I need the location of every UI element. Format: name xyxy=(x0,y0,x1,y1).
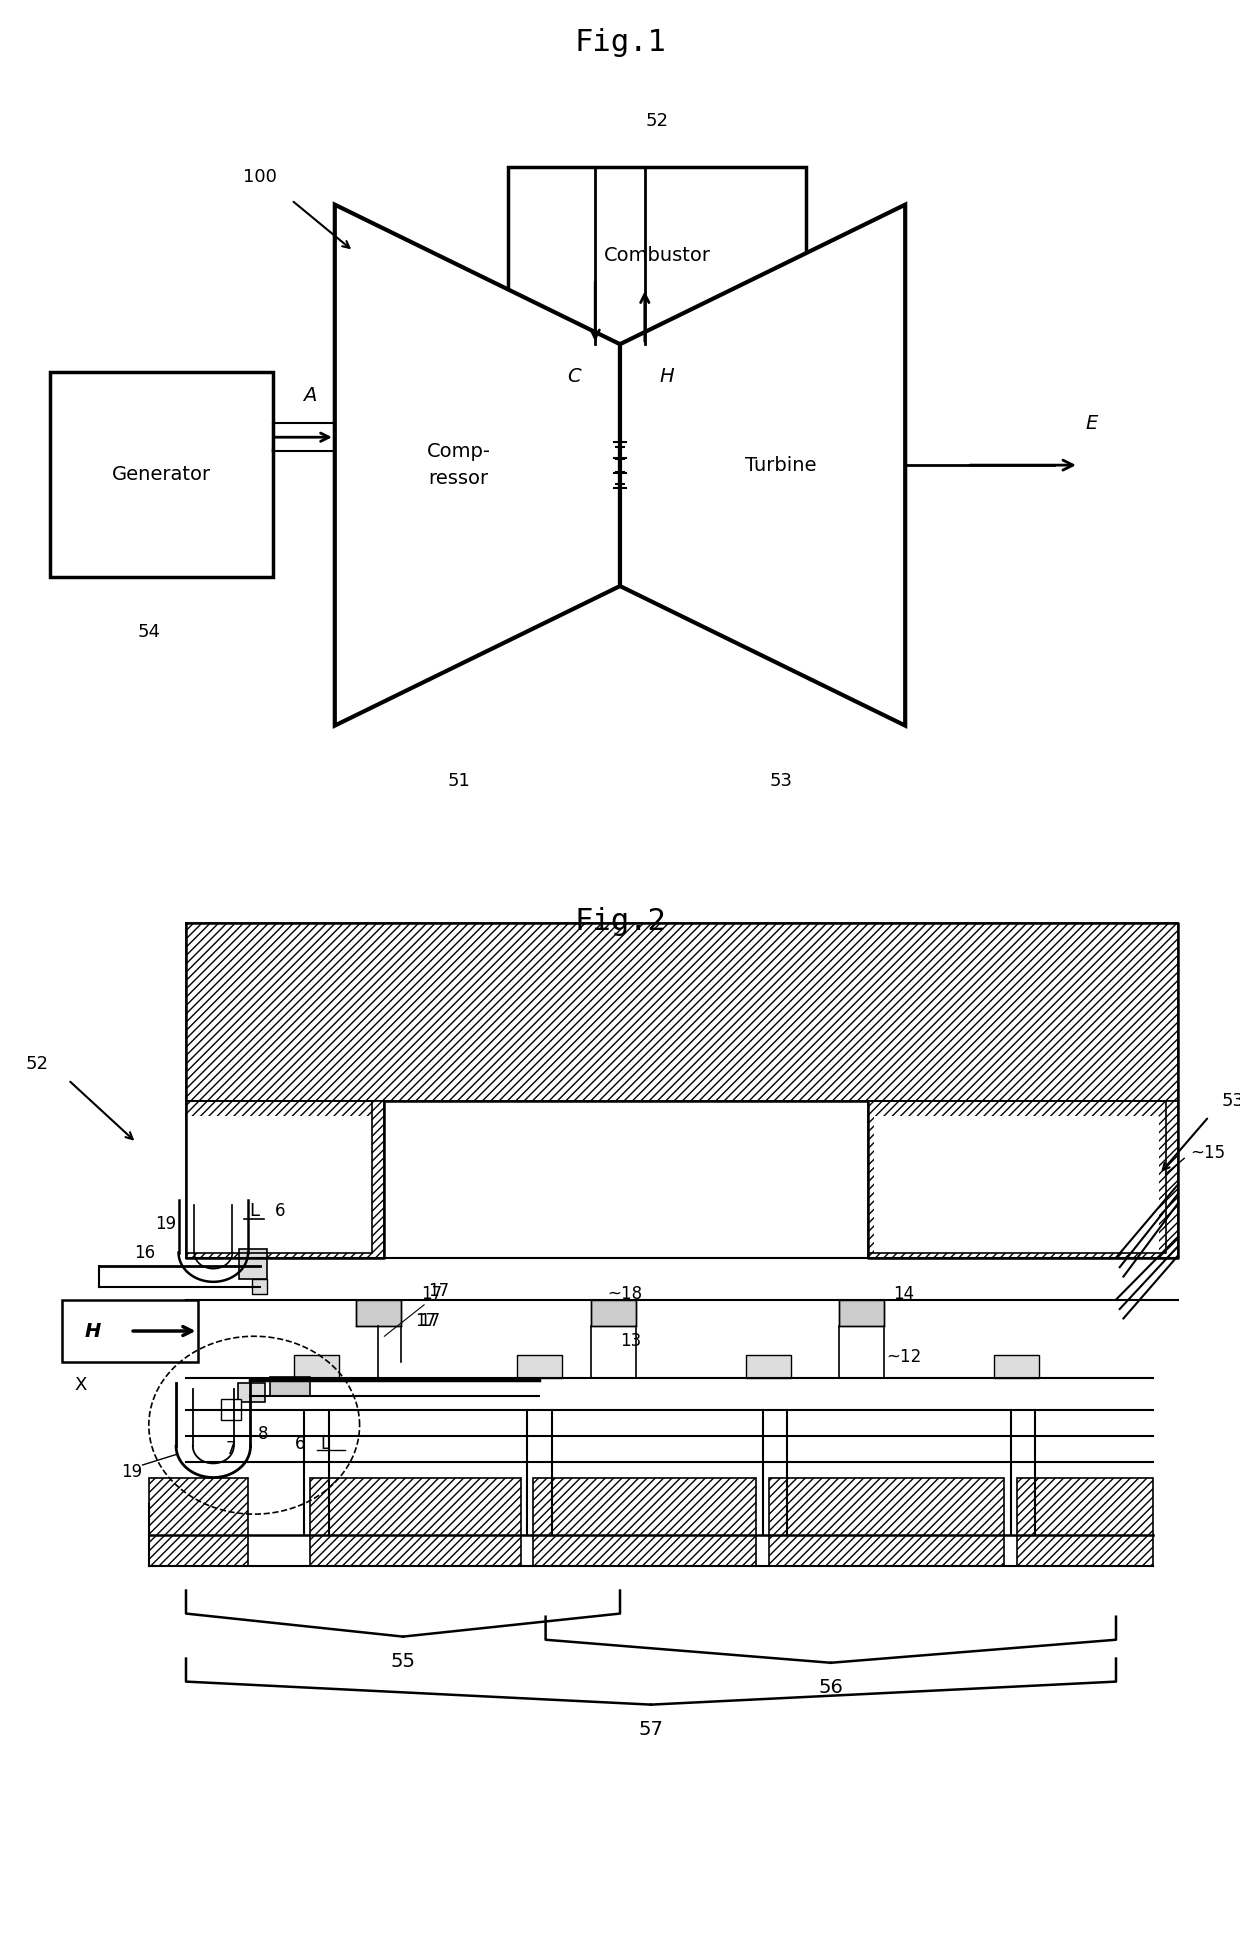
Bar xyxy=(186,1101,384,1258)
Text: A: A xyxy=(304,386,316,405)
Text: Generator: Generator xyxy=(112,465,211,484)
Text: L: L xyxy=(249,1202,259,1219)
Text: 53: 53 xyxy=(1221,1091,1240,1110)
Polygon shape xyxy=(620,205,905,725)
Bar xyxy=(149,1477,248,1566)
Bar xyxy=(221,1399,241,1421)
Text: X: X xyxy=(74,1376,87,1395)
Bar xyxy=(591,1300,636,1326)
Text: Comp-
ressor: Comp- ressor xyxy=(427,442,491,488)
Bar xyxy=(186,922,1178,1101)
Bar xyxy=(839,1300,884,1326)
Bar xyxy=(356,1300,401,1326)
Text: H: H xyxy=(84,1322,100,1341)
Text: 17: 17 xyxy=(422,1285,443,1304)
Text: E: E xyxy=(1085,413,1097,432)
Text: ~18: ~18 xyxy=(608,1285,642,1304)
Text: 51: 51 xyxy=(448,771,470,791)
Bar xyxy=(746,1355,791,1378)
Bar xyxy=(50,372,273,578)
Bar xyxy=(294,1355,339,1378)
Text: Combustor: Combustor xyxy=(604,246,711,266)
Text: Fig.2: Fig.2 xyxy=(574,907,666,936)
Bar xyxy=(270,1378,310,1395)
Text: C: C xyxy=(567,366,580,386)
Text: 55: 55 xyxy=(391,1653,415,1671)
Text: 7: 7 xyxy=(226,1440,236,1457)
Text: 52: 52 xyxy=(646,112,668,130)
Bar xyxy=(186,1116,372,1252)
Bar xyxy=(238,1384,265,1403)
Bar xyxy=(1017,1477,1153,1566)
Text: Turbine: Turbine xyxy=(745,455,817,475)
Text: 13: 13 xyxy=(620,1333,641,1351)
Text: 19: 19 xyxy=(122,1463,143,1481)
Polygon shape xyxy=(335,205,620,725)
Bar xyxy=(310,1477,521,1566)
Text: 17: 17 xyxy=(428,1283,449,1300)
Text: 16: 16 xyxy=(134,1244,155,1262)
Text: L: L xyxy=(320,1434,329,1454)
Text: 6: 6 xyxy=(275,1202,285,1219)
Text: H: H xyxy=(660,366,675,386)
Bar xyxy=(517,1355,562,1378)
Text: 57: 57 xyxy=(639,1721,663,1738)
Bar xyxy=(508,167,806,345)
Bar xyxy=(533,1477,756,1566)
Text: 6: 6 xyxy=(295,1434,305,1454)
Text: Fig.1: Fig.1 xyxy=(574,27,666,56)
Bar xyxy=(868,1101,1178,1258)
Text: 100: 100 xyxy=(243,169,278,186)
Text: 8: 8 xyxy=(258,1424,268,1442)
Text: 17: 17 xyxy=(419,1312,440,1329)
Bar xyxy=(252,1279,267,1295)
Bar xyxy=(769,1477,1004,1566)
Text: 54: 54 xyxy=(138,624,160,641)
Text: ~15: ~15 xyxy=(1190,1143,1225,1163)
Text: ~12: ~12 xyxy=(887,1349,921,1366)
Bar xyxy=(994,1355,1039,1378)
Bar xyxy=(239,1250,267,1279)
Text: 56: 56 xyxy=(818,1678,843,1698)
Text: 53: 53 xyxy=(770,771,792,791)
Text: 19: 19 xyxy=(155,1215,176,1233)
Text: 17: 17 xyxy=(415,1312,436,1329)
Bar xyxy=(62,1300,198,1362)
Text: 14: 14 xyxy=(893,1285,914,1304)
Bar xyxy=(874,1116,1159,1252)
Text: 52: 52 xyxy=(26,1054,48,1074)
